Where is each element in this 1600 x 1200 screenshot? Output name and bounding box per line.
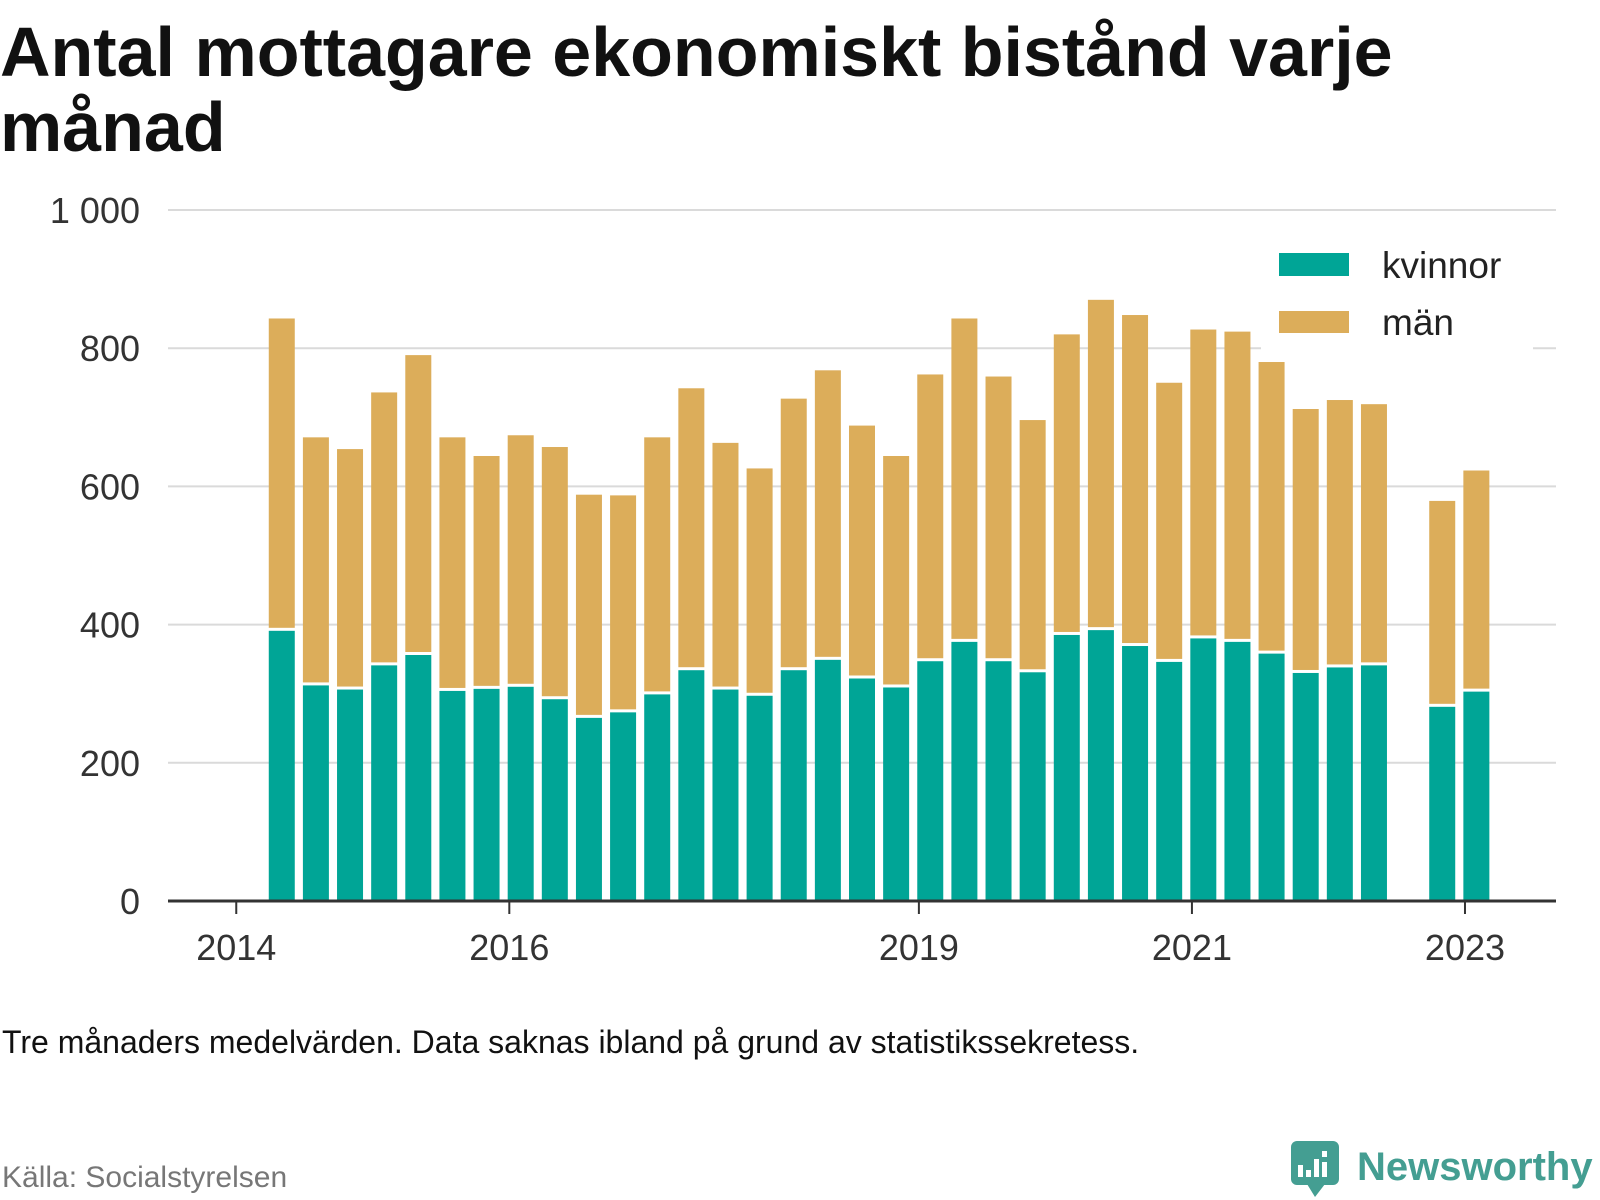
- bar-man-2016-02: [507, 435, 534, 684]
- bar-kvinnor-2020-08: [1122, 646, 1149, 901]
- bar-man-2022-02: [1326, 400, 1353, 665]
- bar-kvinnor-2022-11: [1429, 706, 1456, 901]
- bar-kvinnor-2014-08: [302, 685, 329, 901]
- bar-kvinnor-2015-02: [371, 665, 398, 901]
- bar-man-2016-11: [610, 495, 637, 710]
- bar-kvinnor-2019-08: [985, 661, 1012, 901]
- bar-man-2017-02: [644, 437, 671, 692]
- bar-kvinnor-2017-11: [746, 695, 773, 901]
- bar-kvinnor-2015-11: [473, 688, 500, 901]
- bar-man-2020-05: [1087, 299, 1114, 628]
- y-tick-label-1000: 1 000: [50, 190, 140, 231]
- x-tick-label-2019: 2019: [879, 927, 959, 968]
- bar-kvinnor-2020-02: [1053, 634, 1080, 901]
- bar-man-2014-05: [268, 318, 295, 628]
- bar-kvinnor-2020-05: [1087, 630, 1114, 901]
- bar-kvinnor-2022-05: [1360, 665, 1387, 901]
- bars-layer: [268, 299, 1490, 901]
- bar-kvinnor-2019-02: [917, 661, 944, 901]
- x-tick-label-2023: 2023: [1425, 927, 1505, 968]
- bar-kvinnor-2017-05: [678, 670, 705, 901]
- bar-man-2014-11: [337, 449, 364, 687]
- bar-man-2016-05: [541, 447, 568, 697]
- bar-man-2018-02: [780, 398, 807, 668]
- bar-man-2022-05: [1360, 404, 1387, 663]
- bar-man-2020-11: [1156, 382, 1183, 659]
- bar-kvinnor-2018-02: [780, 670, 807, 901]
- bar-kvinnor-2014-11: [337, 689, 364, 901]
- bar-man-2015-02: [371, 392, 398, 663]
- bar-kvinnor-2018-05: [814, 659, 841, 901]
- bar-kvinnor-2021-11: [1292, 672, 1319, 901]
- bar-man-2015-11: [473, 455, 500, 686]
- y-tick-label-200: 200: [80, 743, 140, 784]
- bar-kvinnor-2016-05: [541, 699, 568, 901]
- bar-man-2021-08: [1258, 362, 1285, 651]
- bar-man-2015-08: [439, 437, 466, 688]
- bar-kvinnor-2018-11: [883, 687, 910, 901]
- y-tick-label-400: 400: [80, 605, 140, 646]
- bar-man-2017-05: [678, 388, 705, 668]
- x-tick-label-2021: 2021: [1152, 927, 1232, 968]
- bar-man-2019-02: [917, 374, 944, 659]
- bar-kvinnor-2019-05: [951, 641, 978, 901]
- bar-kvinnor-2016-02: [507, 686, 534, 901]
- bar-kvinnor-2014-05: [268, 630, 295, 901]
- bar-man-2021-05: [1224, 331, 1251, 639]
- bar-man-2020-02: [1053, 334, 1080, 632]
- y-tick-label-800: 800: [80, 328, 140, 369]
- legend-swatch-kvinnor: [1279, 253, 1349, 276]
- bar-kvinnor-2018-08: [849, 678, 875, 901]
- newsworthy-logo: Newsworthy: [1291, 1141, 1593, 1197]
- bar-kvinnor-2015-08: [439, 690, 466, 901]
- bar-kvinnor-2017-02: [644, 694, 671, 901]
- bar-man-2017-11: [746, 468, 773, 693]
- bar-man-2018-11: [883, 455, 910, 685]
- logo-wordmark: Newsworthy: [1357, 1145, 1593, 1189]
- x-tick-label-2016: 2016: [469, 927, 549, 968]
- chart-title: Antal mottagare ekonomiskt bistånd varje…: [0, 13, 1393, 166]
- bar-kvinnor-2021-02: [1190, 638, 1217, 901]
- bar-kvinnor-2021-05: [1224, 641, 1251, 901]
- x-tick-label-2014: 2014: [196, 927, 276, 968]
- bar-kvinnor-2022-02: [1326, 667, 1353, 901]
- y-tick-label-600: 600: [80, 466, 140, 507]
- bar-kvinnor-2016-08: [575, 717, 602, 901]
- bar-kvinnor-2016-11: [610, 712, 637, 901]
- bar-man-2015-05: [405, 355, 432, 653]
- footnote: Tre månaders medelvärden. Data saknas ib…: [2, 1024, 1139, 1060]
- bar-man-2019-08: [985, 376, 1012, 659]
- bar-kvinnor-2023-02: [1463, 691, 1490, 901]
- bar-man-2018-08: [849, 425, 875, 676]
- legend-swatch-man: [1279, 311, 1349, 333]
- bar-man-2021-02: [1190, 329, 1217, 636]
- legend: kvinnor män: [1261, 235, 1533, 353]
- axis-layer: 2014 2016 2019 2021 2023: [168, 899, 1556, 968]
- bar-kvinnor-2021-08: [1258, 653, 1285, 901]
- bar-man-2017-08: [712, 442, 739, 687]
- y-tick-label-0: 0: [120, 881, 140, 922]
- bar-man-2019-05: [951, 318, 978, 639]
- bar-kvinnor-2017-08: [712, 689, 739, 901]
- bar-man-2020-08: [1122, 315, 1149, 644]
- bar-man-2021-11: [1292, 409, 1319, 670]
- bar-kvinnor-2020-11: [1156, 661, 1183, 901]
- legend-label-kvinnor: kvinnor: [1382, 245, 1501, 286]
- bar-kvinnor-2015-05: [405, 655, 432, 901]
- bar-man-2019-11: [1019, 420, 1046, 670]
- bar-man-2016-08: [575, 494, 602, 715]
- bar-man-2018-05: [814, 370, 841, 657]
- bar-man-2014-08: [302, 437, 329, 683]
- chart-speech-bubble-icon: [1291, 1141, 1339, 1197]
- bar-kvinnor-2019-11: [1019, 672, 1046, 901]
- bar-man-2023-02: [1463, 470, 1490, 689]
- bar-man-2022-11: [1429, 500, 1456, 704]
- legend-label-man: män: [1382, 302, 1454, 343]
- source-credit: Källa: Socialstyrelsen: [2, 1161, 287, 1194]
